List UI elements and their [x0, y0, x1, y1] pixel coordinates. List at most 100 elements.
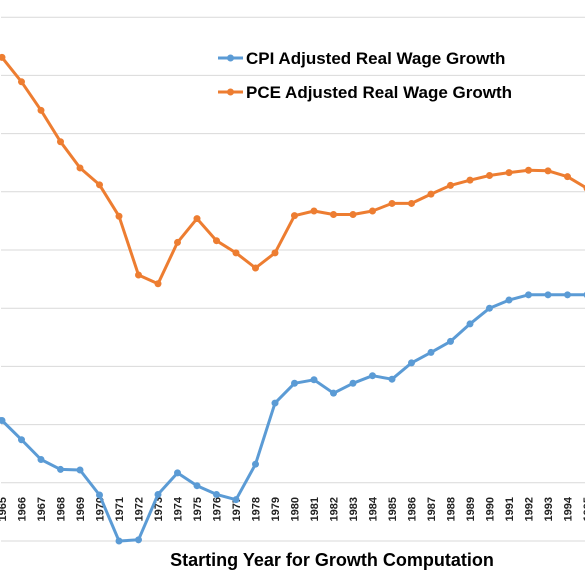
- data-point: [37, 456, 45, 464]
- x-axis-title: Starting Year for Growth Computation: [170, 550, 494, 570]
- data-point: [349, 379, 357, 387]
- x-tick-label: 1992: [524, 497, 536, 521]
- x-tick-label: 1982: [329, 497, 341, 521]
- legend-label-cpi: CPI Adjusted Real Wage Growth: [246, 49, 505, 68]
- data-point: [408, 359, 415, 367]
- data-point: [232, 249, 240, 257]
- x-tick-label: 1995: [582, 497, 585, 521]
- data-point: [76, 466, 84, 474]
- data-point: [0, 53, 6, 61]
- data-point: [310, 376, 318, 384]
- data-point: [369, 372, 376, 380]
- x-tick-label: 1985: [387, 497, 399, 521]
- x-tick-label: 1994: [563, 496, 575, 521]
- data-point: [447, 337, 454, 345]
- data-point: [18, 78, 25, 86]
- data-point: [427, 348, 435, 356]
- data-point: [505, 169, 513, 177]
- data-point: [115, 212, 123, 220]
- x-tick-label: 1988: [446, 497, 458, 521]
- data-point: [154, 280, 162, 288]
- data-point: [505, 296, 513, 304]
- legend-swatch-pce-marker: [227, 88, 234, 96]
- data-point: [135, 271, 142, 279]
- data-point: [544, 291, 552, 299]
- data-point: [96, 181, 103, 189]
- data-point: [193, 482, 201, 490]
- x-tick-label: 1967: [36, 497, 48, 521]
- data-point: [525, 166, 532, 174]
- data-point: [174, 469, 181, 477]
- x-tick-label: 1984: [368, 496, 380, 521]
- x-tick-label: 1993: [543, 497, 555, 521]
- data-point: [486, 304, 493, 312]
- data-point: [310, 207, 318, 215]
- data-point: [564, 291, 571, 299]
- data-point: [96, 491, 103, 499]
- data-point: [369, 207, 376, 215]
- x-tick-label: 1976: [212, 497, 224, 521]
- x-tick-label: 1975: [192, 497, 204, 521]
- data-point: [0, 417, 6, 425]
- data-point: [408, 199, 415, 207]
- data-point: [466, 320, 474, 328]
- data-point: [486, 172, 493, 180]
- x-tick-label: 1991: [504, 497, 516, 521]
- data-point: [271, 399, 279, 407]
- x-tick-label: 1965: [0, 497, 9, 521]
- x-tick-label: 1987: [426, 497, 438, 521]
- legend-swatch-cpi-marker: [227, 54, 234, 62]
- data-point: [135, 536, 142, 544]
- data-point: [232, 496, 240, 504]
- data-point: [18, 436, 25, 444]
- data-point: [37, 106, 45, 114]
- data-point: [330, 389, 337, 397]
- data-point: [466, 176, 474, 184]
- data-point: [388, 375, 396, 383]
- x-tick-label: 1990: [485, 497, 497, 521]
- data-point: [252, 460, 259, 468]
- gridlines: [1, 16, 585, 542]
- data-point: [76, 164, 84, 172]
- data-point: [447, 181, 454, 189]
- x-tick-label: 1980: [290, 497, 302, 521]
- x-tick-label: 1978: [251, 497, 263, 521]
- x-tick-label: 1979: [270, 497, 282, 521]
- legend-label-pce: PCE Adjusted Real Wage Growth: [246, 83, 512, 102]
- series-layer: [0, 53, 585, 545]
- x-tick-label: 1974: [173, 496, 185, 521]
- x-tick-label: 1973: [153, 497, 165, 521]
- data-point: [330, 210, 337, 218]
- legend: CPI Adjusted Real Wage Growth PCE Adjust…: [218, 49, 512, 102]
- x-tick-label: 1989: [465, 497, 477, 521]
- series-0: [0, 291, 585, 545]
- x-tick-label: 1971: [114, 497, 126, 521]
- data-point: [544, 167, 552, 175]
- data-point: [388, 199, 396, 207]
- legend-item-pce: PCE Adjusted Real Wage Growth: [218, 83, 512, 102]
- data-point: [57, 465, 64, 473]
- x-tick-label: 1977: [231, 497, 243, 521]
- data-point: [564, 173, 571, 181]
- data-point: [57, 138, 64, 146]
- x-tick-label: 1972: [134, 497, 146, 521]
- x-tick-label: 1983: [348, 497, 360, 521]
- legend-item-cpi: CPI Adjusted Real Wage Growth: [218, 49, 505, 68]
- data-point: [291, 379, 298, 387]
- data-point: [213, 490, 220, 498]
- data-point: [525, 291, 532, 299]
- series-1: [0, 53, 585, 288]
- x-axis-tick-labels: 1965 1966 1967 1968 1969 1970 1971 1972 1973 1974…: [0, 496, 585, 521]
- data-point: [271, 249, 279, 257]
- data-point: [174, 238, 181, 246]
- x-tick-label: 1981: [309, 497, 321, 521]
- data-point: [154, 490, 162, 498]
- x-tick-label: 1969: [75, 497, 87, 521]
- data-point: [213, 237, 220, 245]
- data-point: [291, 212, 298, 220]
- x-tick-label: 1968: [56, 497, 68, 521]
- x-tick-label: 1966: [17, 497, 29, 521]
- data-point: [427, 190, 435, 198]
- data-point: [252, 264, 259, 272]
